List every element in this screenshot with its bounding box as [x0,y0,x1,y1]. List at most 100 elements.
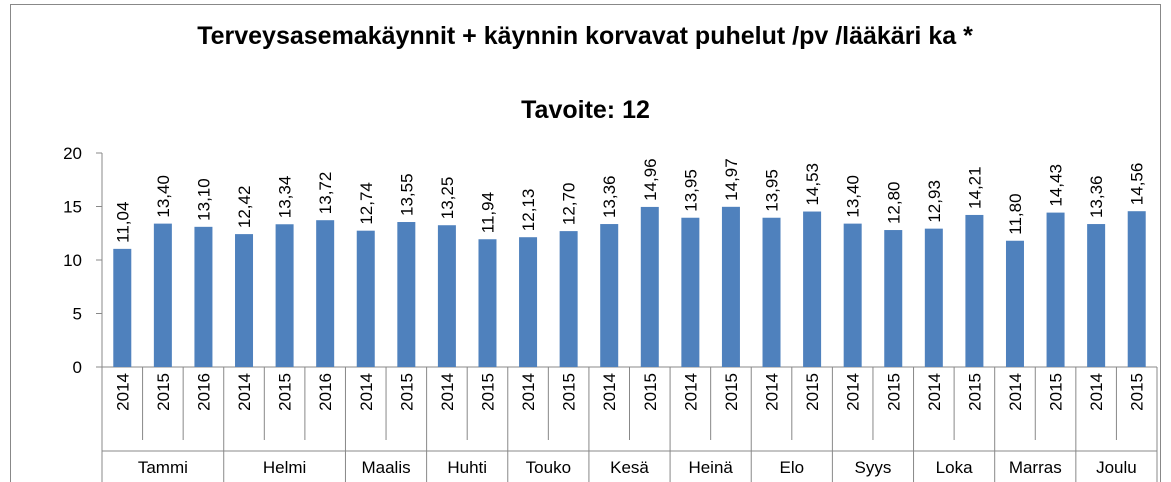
bar [1046,212,1065,367]
y-tick-label: 0 [73,358,82,377]
data-label: 13,40 [844,175,863,218]
data-label: 13,40 [154,175,173,218]
y-tick-label: 5 [73,305,82,324]
bar [275,224,294,367]
bar [803,211,822,367]
x-tick-label: 2015 [397,373,416,411]
group-label: Marras [1009,458,1062,477]
data-label: 12,42 [235,186,254,229]
bar [924,228,943,367]
x-tick-label: 2014 [844,373,863,411]
chart-border [10,4,1161,482]
x-tick-label: 2015 [1128,373,1147,411]
data-label: 14,53 [803,163,822,206]
data-label: 14,96 [641,158,660,201]
bar [681,217,700,367]
data-label: 13,36 [1087,176,1106,219]
bar [762,217,781,367]
data-label: 12,70 [560,183,579,226]
y-tick-label: 15 [63,198,82,217]
data-label: 12,93 [925,180,944,223]
bar [153,223,172,367]
data-label: 13,95 [681,169,700,212]
x-tick-label: 2014 [235,373,254,411]
data-label: 13,34 [276,176,295,219]
bar [600,224,619,367]
x-tick-label: 2014 [113,373,132,411]
bar [316,220,335,367]
bar [356,230,375,367]
group-label: Tammi [138,458,188,477]
bar [397,222,416,367]
data-label: 12,13 [519,189,538,232]
bar [884,230,903,367]
x-tick-label: 2015 [560,373,579,411]
data-label: 13,72 [316,172,335,215]
x-tick-label: 2015 [965,373,984,411]
x-tick-label: 2015 [478,373,497,411]
x-tick-label: 2014 [357,373,376,411]
group-label: Touko [526,458,571,477]
x-tick-label: 2014 [681,373,700,411]
data-label: 14,97 [722,158,741,201]
x-tick-label: 2014 [600,373,619,411]
bar [559,231,578,367]
data-label: 14,21 [965,166,984,209]
bar [721,206,740,367]
data-label: 14,56 [1128,163,1147,206]
group-label: Loka [936,458,973,477]
data-label: 13,55 [397,173,416,216]
data-label: 11,94 [478,192,497,233]
bar [519,237,538,367]
bar [1005,240,1024,367]
bar [640,206,659,367]
data-label: 13,25 [438,177,457,220]
chart-subtitle: Tavoite: 12 [521,96,650,124]
data-label: 11,04 [113,202,132,243]
data-label: 12,80 [884,181,903,224]
bar [1127,211,1146,367]
group-label: Elo [780,458,805,477]
group-label: Syys [855,458,892,477]
group-label: Maalis [361,458,410,477]
data-label: 14,43 [1047,164,1066,207]
y-tick-label: 20 [63,144,82,163]
x-tick-label: 2014 [1006,373,1025,411]
x-tick-label: 2015 [641,373,660,411]
data-label: 13,95 [763,169,782,212]
group-label: Helmi [263,458,306,477]
data-label: 13,36 [600,176,619,219]
x-tick-label: 2014 [438,373,457,411]
group-label: Kesä [610,458,649,477]
x-tick-label: 2014 [1087,373,1106,411]
bar [113,248,132,367]
x-tick-label: 2014 [519,373,538,411]
data-label: 12,74 [357,182,376,225]
x-tick-label: 2015 [884,373,903,411]
bar [194,226,213,367]
bar [1087,224,1106,367]
x-tick-label: 2015 [276,373,295,411]
x-tick-label: 2016 [194,373,213,411]
x-tick-label: 2015 [722,373,741,411]
x-tick-label: 2016 [316,373,335,411]
x-tick-label: 2015 [154,373,173,411]
data-label: 13,10 [194,178,213,221]
group-label: Heinä [688,458,733,477]
y-tick-label: 10 [63,251,82,270]
x-tick-label: 2014 [763,373,782,411]
bar [965,214,984,367]
chart-title: Terveysasemakäynnit + käynnin korvavat p… [197,22,973,50]
group-label: Huhti [447,458,487,477]
bar [478,239,497,367]
x-tick-label: 2015 [1047,373,1066,411]
bar [843,223,862,367]
x-tick-label: 2015 [803,373,822,411]
bar [235,234,254,367]
data-label: 11,80 [1006,193,1025,234]
group-label: Joulu [1096,458,1137,477]
bar [437,225,456,367]
x-tick-label: 2014 [925,373,944,411]
